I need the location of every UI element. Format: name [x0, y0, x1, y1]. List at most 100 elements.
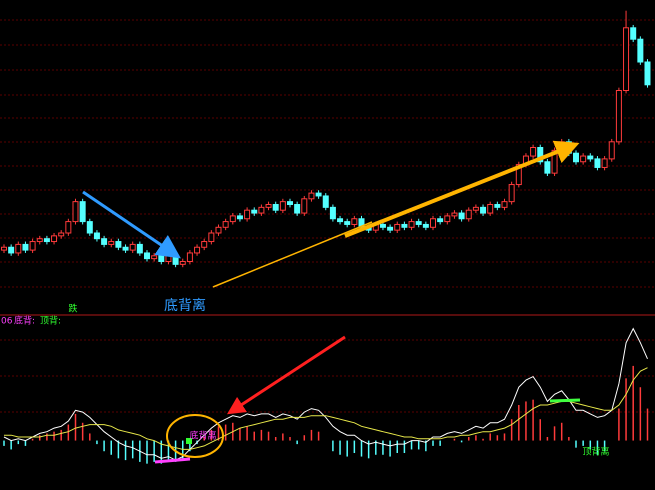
candle-body — [101, 238, 108, 245]
candle-body — [387, 226, 394, 231]
candle-body — [615, 90, 622, 143]
candle-body — [251, 209, 258, 214]
candle-body — [22, 243, 29, 251]
candle-body — [465, 209, 472, 220]
candle-body — [144, 252, 150, 260]
trend-line — [212, 221, 373, 288]
candle-body — [415, 221, 422, 225]
candle-body — [179, 261, 186, 265]
candle-body — [587, 155, 594, 160]
candle-body — [29, 241, 36, 251]
macd-label: 06 — [1, 317, 13, 327]
candle-body — [644, 61, 651, 86]
candle-body — [136, 243, 143, 254]
candle-body — [537, 147, 544, 163]
candle-body — [594, 158, 601, 168]
top-label: 顶背: — [40, 315, 61, 327]
candle-body — [108, 241, 115, 245]
annotation: 底背离 — [164, 297, 206, 314]
marker-label: 跌 — [68, 304, 77, 315]
candle-body — [351, 218, 358, 225]
candle-body — [494, 204, 501, 208]
top-divergence-label: 顶背离 — [582, 446, 609, 458]
candle-body — [158, 255, 165, 263]
arrow-red — [226, 335, 346, 415]
candle-body — [201, 241, 208, 248]
candle-body — [480, 206, 487, 214]
candle-body — [65, 221, 72, 234]
candle-body — [508, 184, 515, 203]
bottom-divergence-label: 底背离 — [189, 430, 216, 442]
candle-body — [637, 38, 644, 63]
candle-body — [294, 204, 301, 214]
candle-body — [172, 255, 179, 265]
candle-body — [258, 206, 265, 214]
candle-body — [215, 226, 222, 234]
candle-body — [1, 246, 7, 251]
candle-body — [86, 221, 93, 234]
candle-body — [530, 147, 537, 157]
candle-body — [630, 27, 637, 40]
candle-body — [129, 243, 136, 251]
candle-body — [344, 221, 351, 225]
candle-body — [287, 201, 293, 205]
candle-body — [358, 218, 365, 228]
candle-body — [43, 238, 50, 243]
candle-body — [623, 27, 630, 91]
candle-body — [337, 218, 344, 223]
bottom-label: 底背: — [14, 315, 35, 327]
candle-body — [8, 246, 15, 254]
candle-body — [208, 232, 215, 243]
candle-body — [58, 232, 65, 237]
candle-body — [401, 223, 408, 228]
candle-body — [573, 152, 579, 163]
candle-body — [79, 201, 86, 223]
candle-body — [487, 204, 494, 214]
signal-square — [186, 438, 192, 444]
candle-body — [329, 206, 336, 220]
candle-body — [222, 221, 229, 228]
candle-body — [51, 235, 58, 243]
grid — [0, 19, 655, 413]
candle-body — [151, 255, 158, 260]
candle-body — [115, 241, 122, 248]
top-divergence-line — [549, 398, 581, 403]
candle-body — [308, 192, 315, 200]
candle-body — [165, 255, 172, 263]
circle-highlight — [166, 414, 224, 458]
arrow-blue — [82, 190, 181, 259]
candle-body — [394, 223, 401, 231]
candle-body — [229, 215, 236, 223]
candle-body — [72, 201, 79, 223]
candle-body — [601, 158, 608, 168]
candle-body — [422, 223, 429, 228]
candle-body — [122, 246, 129, 251]
candle-body — [93, 232, 100, 240]
candle-body — [458, 212, 465, 220]
candle-body — [322, 195, 329, 208]
candle-body — [272, 204, 279, 211]
candle-body — [608, 141, 615, 160]
candle-body — [451, 212, 458, 217]
candle-body — [315, 192, 322, 197]
plot — [1, 10, 651, 464]
candle-body — [244, 209, 251, 220]
candle-body — [472, 206, 479, 211]
candle-body — [194, 246, 201, 254]
candle-body — [430, 218, 436, 228]
candle-body — [265, 204, 272, 208]
bottom-divergence-line — [154, 457, 191, 464]
candle-body — [444, 215, 451, 223]
candle-body — [544, 161, 551, 174]
candle-body — [501, 201, 508, 208]
dif-line — [3, 327, 648, 461]
candle-body — [437, 218, 444, 223]
candle-body — [379, 223, 386, 228]
candle-body — [186, 252, 193, 262]
candle-body — [15, 243, 22, 254]
candle-body — [36, 238, 43, 243]
candle-body — [515, 164, 522, 186]
dea-line — [4, 367, 648, 450]
